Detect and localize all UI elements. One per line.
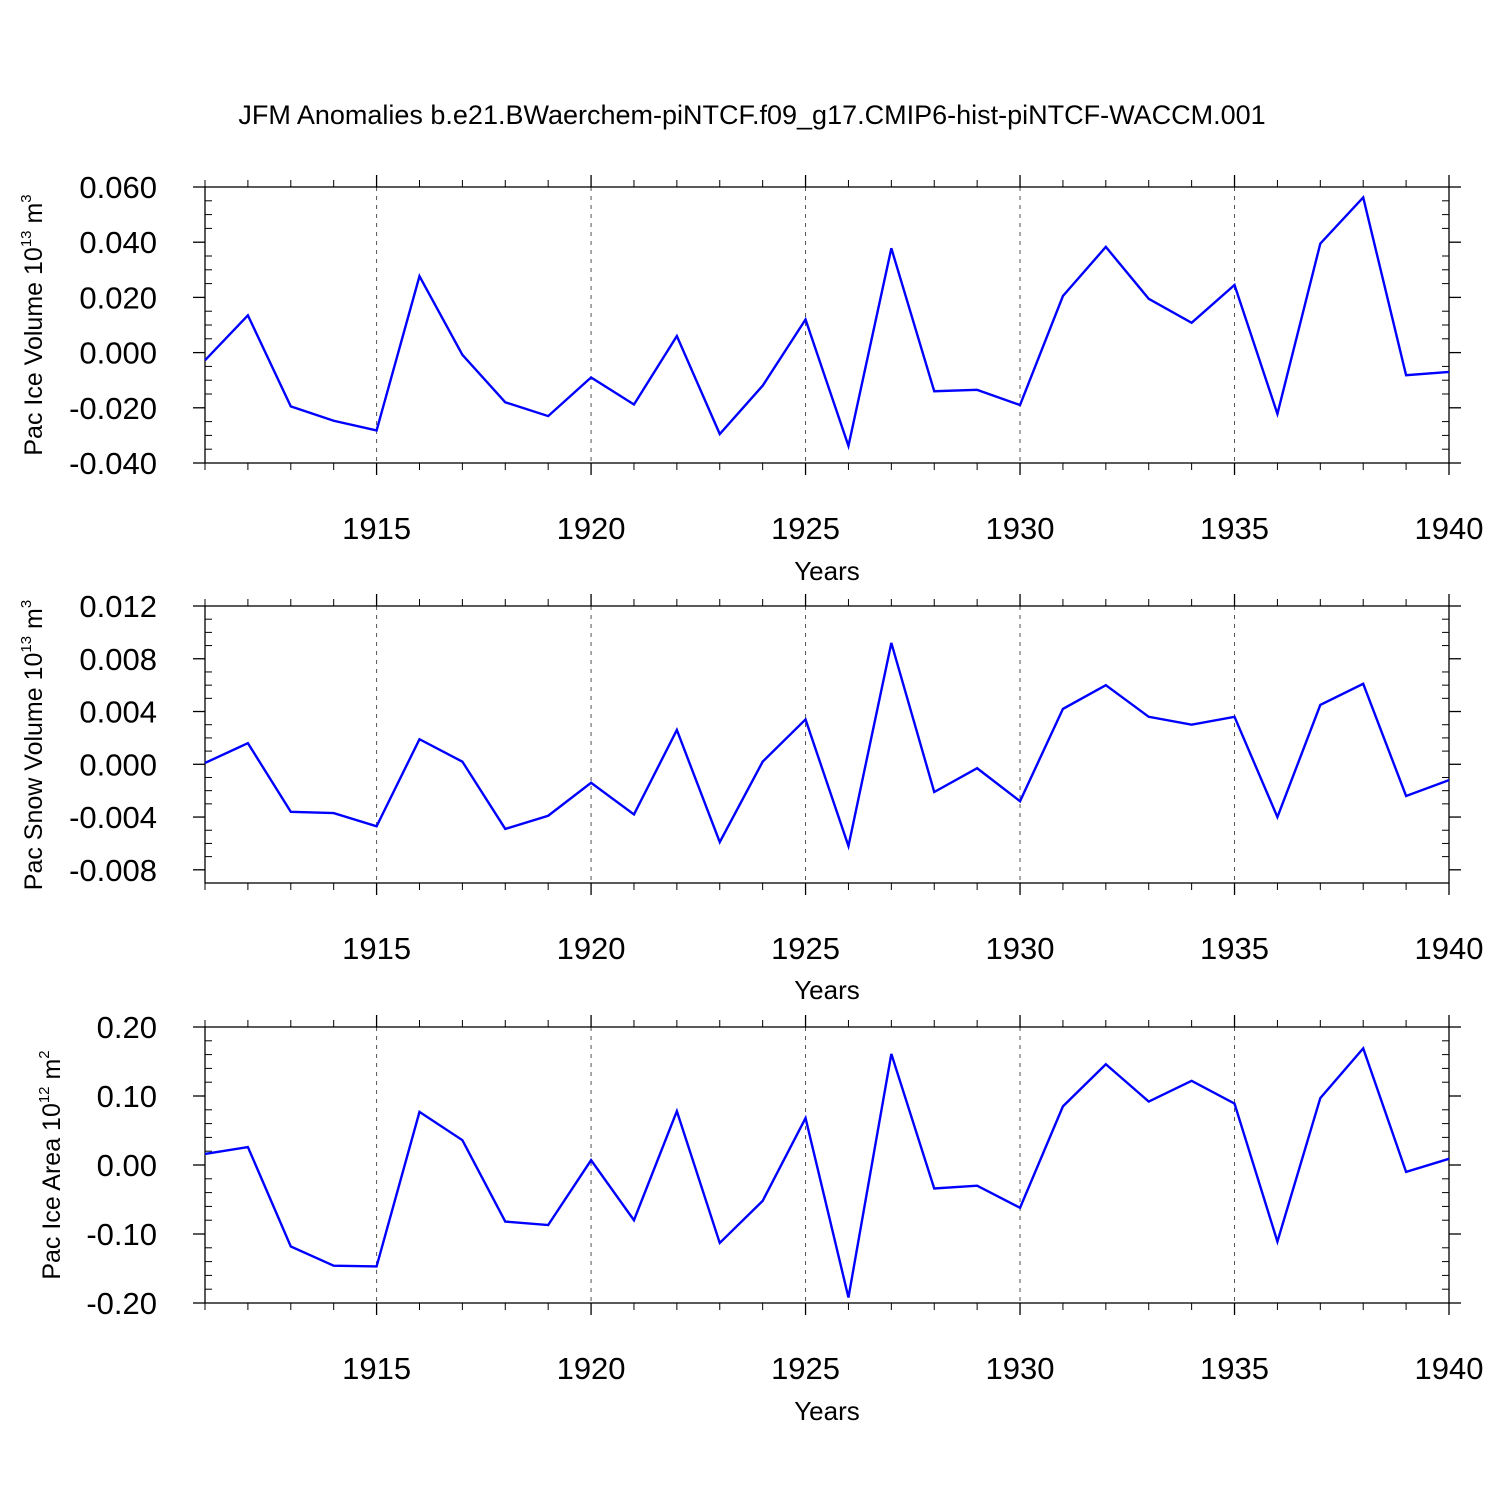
- y-axis-label: Pac Ice Area 1012 m2: [36, 1050, 66, 1279]
- y-tick-label: 0.20: [97, 1010, 157, 1045]
- ice-volume-series-line: [204, 195, 1450, 451]
- snow-volume-series-line: [204, 642, 1450, 851]
- panel-ice-volume: -0.040 -0.020 0.000 0.020 0.040 0.060 1915 1920…: [18, 170, 1483, 586]
- y-axis-label: Pac Snow Volume 1013 m3: [18, 600, 48, 890]
- y-tick-label: 0.000: [79, 747, 157, 782]
- x-tick-label: 1935: [1200, 931, 1269, 966]
- x-tick-label: 1920: [557, 511, 626, 546]
- x-tick-label: 1930: [986, 511, 1055, 546]
- x-tick-label: 1930: [986, 1351, 1055, 1386]
- x-tick-label: 1930: [986, 931, 1055, 966]
- y-tick-label: -0.008: [69, 853, 157, 888]
- y-tick-label: -0.040: [69, 446, 157, 481]
- x-tick-label: 1940: [1415, 511, 1484, 546]
- x-tick-label: 1920: [557, 1351, 626, 1386]
- x-tick-label: 1935: [1200, 1351, 1269, 1386]
- x-tick-label: 1940: [1415, 1351, 1484, 1386]
- plot-frame: [204, 186, 1450, 464]
- y-tick-label: 0.008: [79, 642, 157, 677]
- x-tick-label: 1920: [557, 931, 626, 966]
- y-tick-label: -0.020: [69, 391, 157, 426]
- y-tick-label: -0.20: [86, 1286, 157, 1321]
- x-tick-label: 1915: [342, 1351, 411, 1386]
- y-axis-label: Pac Ice Volume 1013 m3: [18, 194, 48, 455]
- y-tick-label: 0.060: [79, 170, 157, 205]
- y-tick-label: 0.040: [79, 225, 157, 260]
- x-tick-label: 1915: [342, 931, 411, 966]
- y-tick-label: -0.004: [69, 800, 157, 835]
- panel-snow-volume: -0.008 -0.004 0.000 0.004 0.008 0.012 1915 1920…: [18, 589, 1483, 1005]
- x-tick-label: 1935: [1200, 511, 1269, 546]
- x-tick-label: 1925: [771, 931, 840, 966]
- y-tick-label: 0.004: [79, 695, 157, 730]
- x-tick-label: 1940: [1415, 931, 1484, 966]
- x-axis-label: Years: [794, 1396, 860, 1426]
- x-tick-label: 1925: [771, 511, 840, 546]
- x-tick-label: 1925: [771, 1351, 840, 1386]
- ice-area-series-line: [204, 1046, 1450, 1298]
- plot-frame: [204, 605, 1450, 884]
- y-tick-label: 0.012: [79, 589, 157, 624]
- x-axis-label: Years: [794, 975, 860, 1005]
- panel-ice-area: -0.20 -0.10 0.00 0.10 0.20 1915 1920 1925 1930 19…: [36, 1010, 1483, 1426]
- y-tick-label: 0.10: [97, 1079, 157, 1114]
- figure-title: JFM Anomalies b.e21.BWaerchem-piNTCF.f09…: [238, 100, 1265, 130]
- x-tick-label: 1915: [342, 511, 411, 546]
- y-tick-label: 0.020: [79, 280, 157, 315]
- x-axis-label: Years: [794, 556, 860, 586]
- y-tick-label: 0.00: [97, 1148, 157, 1183]
- y-tick-label: -0.10: [86, 1217, 157, 1252]
- plot-frame: [204, 1026, 1450, 1304]
- y-tick-label: 0.000: [79, 336, 157, 371]
